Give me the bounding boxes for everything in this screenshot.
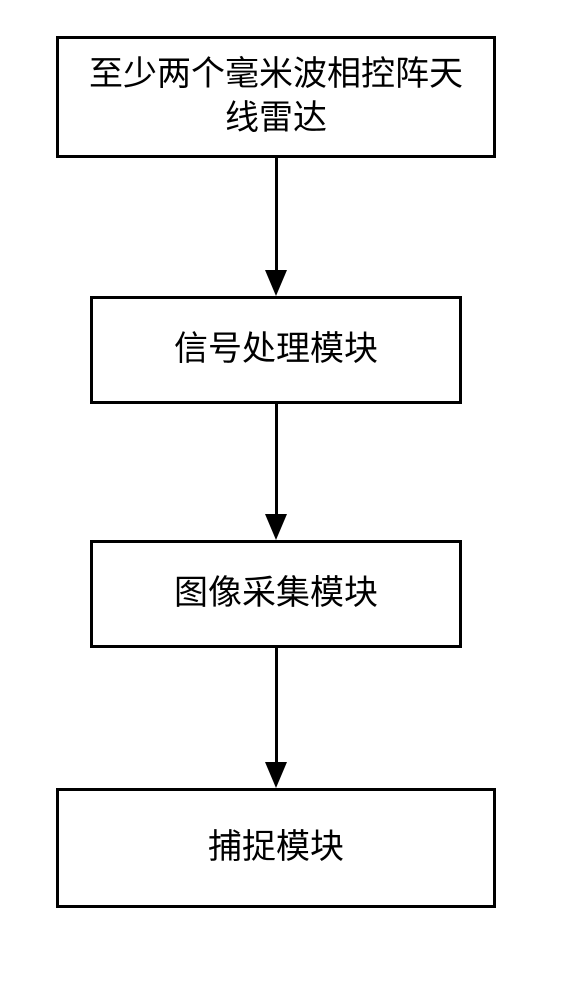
flow-node-image-acquisition: 图像采集模块	[90, 540, 462, 648]
node-label: 捕捉模块	[208, 826, 344, 870]
node-label: 图像采集模块	[174, 572, 378, 616]
arrow-line	[275, 404, 278, 514]
arrow-line	[275, 158, 278, 270]
node-label-line1: 至少两个毫米波相控阵天	[89, 53, 463, 97]
arrow-head	[265, 762, 287, 788]
node-label-line2: 线雷达	[89, 97, 463, 141]
flow-node-signal-processing: 信号处理模块	[90, 296, 462, 404]
node-label: 信号处理模块	[174, 328, 378, 372]
flow-node-capture: 捕捉模块	[56, 788, 496, 908]
arrow-line	[275, 648, 278, 762]
arrow-head	[265, 514, 287, 540]
arrow-head	[265, 270, 287, 296]
flowchart-canvas: 至少两个毫米波相控阵天 线雷达 信号处理模块 图像采集模块 捕捉模块	[0, 0, 563, 1000]
flow-node-radar: 至少两个毫米波相控阵天 线雷达	[56, 36, 496, 158]
